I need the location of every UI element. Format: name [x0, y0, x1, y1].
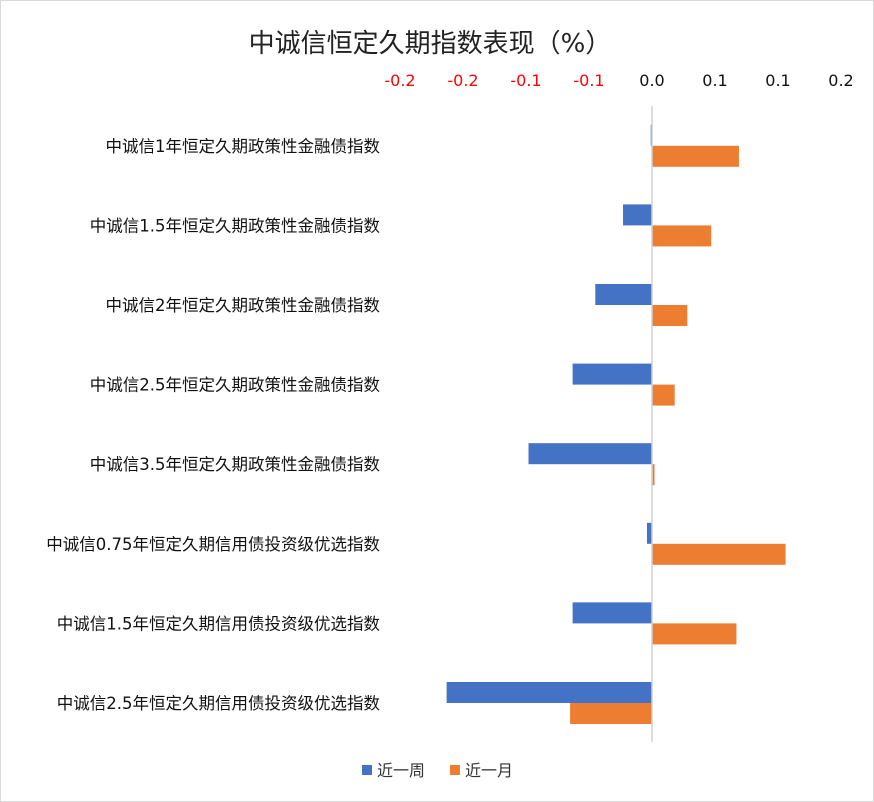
bar-month: [652, 305, 688, 326]
category-label: 中诚信2.5年恒定久期信用债投资级优选指数: [57, 694, 381, 713]
bar-month: [570, 703, 652, 724]
bar-week: [646, 522, 652, 544]
category-label: 中诚信1.5年恒定久期政策性金融债指数: [90, 216, 381, 235]
x-tick-label: 0.0: [639, 71, 664, 90]
x-tick-label: 0.1: [702, 71, 727, 90]
bar-month: [652, 543, 786, 565]
bar-week: [572, 363, 652, 385]
x-tick-label: -0.2: [384, 71, 415, 90]
category-label: 中诚信0.75年恒定久期信用债投资级优选指数: [46, 535, 380, 554]
x-tick-label: -0.2: [447, 71, 478, 90]
bar-week: [595, 284, 652, 305]
category-label: 中诚信2年恒定久期政策性金融债指数: [106, 296, 381, 315]
bar-month: [652, 145, 739, 167]
bar-week: [446, 682, 652, 703]
legend-swatch: [362, 765, 372, 775]
x-tick-label: 0.1: [765, 71, 790, 90]
x-tick-label: -0.1: [510, 71, 541, 90]
bar-month: [652, 464, 655, 486]
bar-week: [572, 602, 652, 624]
bar-week: [623, 204, 652, 226]
category-label: 中诚信1.5年恒定久期信用债投资级优选指数: [57, 614, 381, 633]
x-tick-label: -0.1: [573, 71, 604, 90]
x-tick-label: 0.2: [828, 71, 853, 90]
bar-month: [652, 384, 675, 406]
chart-title: 中诚信恒定久期指数表现（%）: [249, 29, 612, 59]
category-label: 中诚信3.5年恒定久期政策性金融债指数: [90, 455, 381, 474]
bar-week: [528, 443, 652, 465]
bar-month: [652, 225, 712, 247]
category-label: 中诚信2.5年恒定久期政策性金融债指数: [90, 376, 381, 395]
bar-month: [652, 623, 737, 645]
legend-swatch: [450, 765, 460, 775]
legend-label: 近一月: [465, 761, 513, 780]
category-label: 中诚信1年恒定久期政策性金融债指数: [106, 137, 381, 156]
legend-label: 近一周: [377, 761, 425, 780]
legend: 近一周 近一月: [362, 761, 513, 780]
